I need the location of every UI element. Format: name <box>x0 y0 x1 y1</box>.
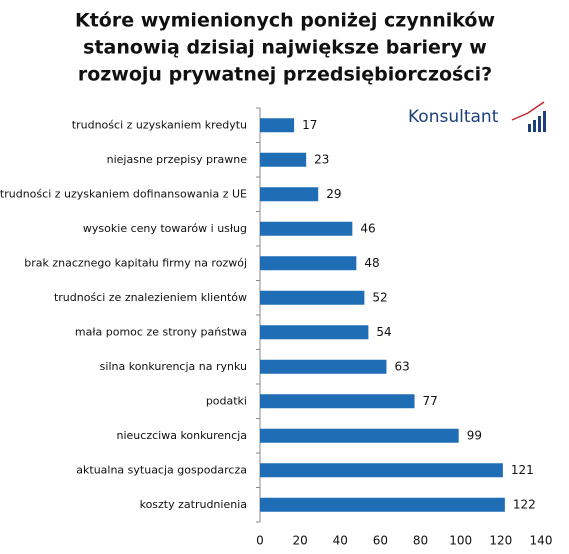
y-tick-label: trudności z uzyskaniem dofinansowania z … <box>0 187 247 200</box>
x-tick-label: 0 <box>256 534 264 548</box>
y-tick-label: niejasne przepisy prawne <box>107 153 248 166</box>
value-label: 77 <box>423 394 438 408</box>
x-tick-label: 20 <box>293 534 308 548</box>
y-tick-label: wysokie ceny towarów i usług <box>83 222 247 235</box>
value-label: 17 <box>302 118 317 132</box>
value-label: 54 <box>376 325 391 339</box>
y-tick-label: trudności z uzyskaniem kredytu <box>72 118 247 131</box>
value-label: 99 <box>467 428 482 442</box>
bar <box>260 359 387 374</box>
bar <box>260 152 307 167</box>
x-tick-label: 120 <box>489 534 512 548</box>
y-tick-label: koszty zatrudnienia <box>140 498 247 511</box>
value-label: 52 <box>372 290 387 304</box>
x-tick-label: 140 <box>530 534 553 548</box>
y-tick-label: brak znacznego kapitału firmy na rozwój <box>24 256 247 269</box>
value-label: 48 <box>364 256 379 270</box>
y-tick-label: nieuczciwa konkurencja <box>117 429 247 442</box>
bar <box>260 187 319 202</box>
value-label: 122 <box>513 497 536 511</box>
logo-text: Konsultant <box>408 107 499 127</box>
value-label: 29 <box>326 187 341 201</box>
logo: Konsultant <box>408 101 546 132</box>
value-label: 121 <box>511 463 534 477</box>
bar <box>260 463 503 478</box>
bar <box>260 394 415 409</box>
value-label: 63 <box>394 359 409 373</box>
y-tick-label: trudności ze znalezieniem klientów <box>54 291 247 304</box>
logo-icon <box>511 101 545 121</box>
x-tick-label: 60 <box>373 534 388 548</box>
bar <box>260 428 459 443</box>
logo-icon <box>533 120 536 132</box>
y-tick-label: aktualna sytuacja gospodarcza <box>76 463 247 476</box>
bar <box>260 497 505 512</box>
x-tick-label: 40 <box>333 534 348 548</box>
chart-title: stanowią dzisiaj największe bariery w <box>83 37 487 59</box>
x-tick-label: 100 <box>449 534 472 548</box>
bar <box>260 325 369 340</box>
chart-title: rozwoju prywatnej przedsiębiorczości? <box>78 64 492 86</box>
logo-icon <box>528 124 531 132</box>
y-tick-label: podatki <box>206 394 247 407</box>
logo-icon <box>543 111 546 132</box>
logo-icon <box>538 116 541 132</box>
bar <box>260 290 365 305</box>
y-tick-label: silna konkurencja na rynku <box>100 360 247 373</box>
chart-title: Które wymienionych poniżej czynników <box>75 10 495 32</box>
bar <box>260 256 357 271</box>
bar <box>260 221 353 236</box>
bar <box>260 118 295 133</box>
value-label: 23 <box>314 152 329 166</box>
y-tick-label: mała pomoc ze strony państwa <box>75 325 247 338</box>
x-tick-label: 80 <box>413 534 428 548</box>
value-label: 46 <box>360 221 375 235</box>
